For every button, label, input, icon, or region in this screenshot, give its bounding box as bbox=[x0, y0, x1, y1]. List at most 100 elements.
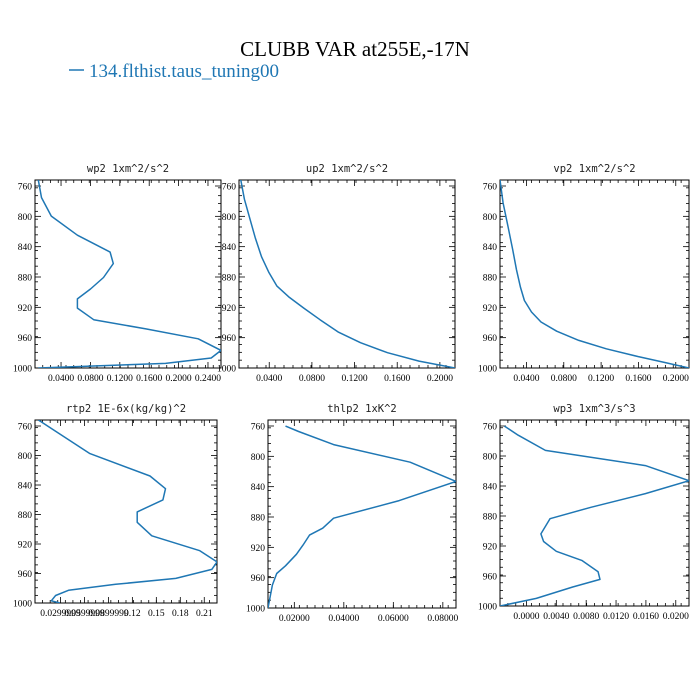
x-tick-label: 0.0000 bbox=[513, 612, 539, 622]
minor-ticks bbox=[35, 420, 217, 603]
y-tick-label: 960 bbox=[483, 573, 498, 583]
panel-5: thlp2 1xK^2 760 800 840 880 920 960 1000 0.02000… bbox=[246, 403, 459, 624]
y-tick-label: 760 bbox=[251, 423, 266, 433]
panel-2: up2 1xm^2/s^2 760 800 840 880 920 960 1000 0.040… bbox=[217, 163, 456, 384]
x-tick-label: 0.02000 bbox=[279, 614, 310, 624]
x-tick-label: 0.1600 bbox=[625, 374, 651, 384]
x-tick-label: 0.0800 bbox=[77, 374, 103, 384]
x-tick-label: 0.2400 bbox=[195, 374, 221, 384]
y-tick-label: 800 bbox=[483, 453, 498, 463]
x-tick-label: 0.0400 bbox=[256, 374, 282, 384]
x-tick-label: 0.04000 bbox=[328, 614, 359, 624]
y-tick-label: 840 bbox=[18, 243, 33, 253]
x-tick-label: 0.0160 bbox=[633, 612, 659, 622]
y-tick-label: 960 bbox=[251, 574, 266, 584]
x-tick-label: 0.0599999 bbox=[64, 609, 105, 619]
minor-ticks bbox=[35, 180, 221, 368]
x-tick-label: 0.12 bbox=[124, 609, 141, 619]
y-tick-label: 1000 bbox=[246, 605, 265, 615]
x-tick-label: 0.15 bbox=[148, 609, 165, 619]
plot-frame bbox=[499, 419, 690, 607]
series-line bbox=[37, 180, 221, 368]
series-line bbox=[500, 425, 689, 606]
figure-title: CLUBB VAR at255E,-17N bbox=[240, 37, 470, 61]
y-tick-label: 880 bbox=[483, 513, 498, 523]
x-tick-label: 0.0400 bbox=[513, 374, 539, 384]
y-tick-label: 760 bbox=[483, 183, 498, 193]
panel-title: vp2 1xm^2/s^2 bbox=[553, 163, 635, 175]
x-tick-label: 0.0200 bbox=[663, 612, 689, 622]
plot-frame bbox=[34, 179, 222, 369]
y-tick-label: 920 bbox=[18, 541, 33, 551]
y-tick-label: 920 bbox=[483, 543, 498, 553]
series-line bbox=[37, 420, 217, 603]
x-tick-label: 0.1600 bbox=[384, 374, 410, 384]
x-tick-label: 0.1200 bbox=[588, 374, 614, 384]
y-tick-label: 920 bbox=[18, 304, 33, 314]
y-tick-label: 1000 bbox=[478, 365, 497, 375]
y-tick-label: 920 bbox=[222, 304, 237, 314]
y-tick-label: 1000 bbox=[13, 365, 32, 375]
panel-3: vp2 1xm^2/s^2 760 800 840 880 920 960 1000 0.040… bbox=[478, 163, 690, 384]
x-tick-label: 0.1600 bbox=[136, 374, 162, 384]
y-tick-label: 920 bbox=[483, 304, 498, 314]
panel-1: wp2 1xm^2/s^2 760 800 840 880 920 960 1000 0.040… bbox=[13, 163, 222, 384]
x-tick-label: 0.0800 bbox=[551, 374, 577, 384]
y-tick-label: 880 bbox=[18, 511, 33, 521]
plot-frame bbox=[238, 179, 456, 369]
y-tick-label: 840 bbox=[251, 483, 266, 493]
panel-title: up2 1xm^2/s^2 bbox=[306, 163, 388, 175]
y-tick-label: 920 bbox=[251, 544, 266, 554]
x-tick-label: 0.0800 bbox=[299, 374, 325, 384]
panel-4: rtp2 1E-6x(kg/kg)^2 760 800 840 880 920 960 100… bbox=[13, 403, 218, 619]
panel-title: thlp2 1xK^2 bbox=[327, 403, 397, 415]
x-tick-label: 0.2000 bbox=[663, 374, 689, 384]
y-tick-label: 1000 bbox=[13, 600, 32, 610]
x-tick-label: 0.08000 bbox=[427, 614, 458, 624]
y-tick-label: 880 bbox=[483, 274, 498, 284]
x-tick-label: 0.0400 bbox=[48, 374, 74, 384]
y-tick-label: 800 bbox=[251, 453, 266, 463]
panel-title: rtp2 1E-6x(kg/kg)^2 bbox=[66, 403, 186, 415]
x-tick-label: 0.06000 bbox=[378, 614, 409, 624]
x-tick-label: 0.18 bbox=[172, 609, 189, 619]
x-tick-label: 0.2000 bbox=[166, 374, 192, 384]
panel-title: wp2 1xm^2/s^2 bbox=[87, 163, 169, 175]
y-tick-label: 840 bbox=[483, 243, 498, 253]
y-tick-label: 760 bbox=[222, 183, 237, 193]
y-tick-label: 840 bbox=[483, 483, 498, 493]
plot-frame bbox=[267, 419, 457, 609]
y-tick-label: 960 bbox=[483, 334, 498, 344]
panel-title: wp3 1xm^3/s^3 bbox=[553, 403, 635, 415]
y-tick-label: 1000 bbox=[478, 603, 497, 613]
x-tick-label: 0.21 bbox=[196, 609, 213, 619]
x-tick-label: 0.1200 bbox=[341, 374, 367, 384]
y-tick-label: 880 bbox=[222, 274, 237, 284]
y-tick-label: 960 bbox=[18, 570, 33, 580]
x-tick-label: 0.1200 bbox=[107, 374, 133, 384]
y-tick-label: 800 bbox=[18, 213, 33, 223]
series-line bbox=[268, 425, 456, 608]
y-tick-label: 840 bbox=[18, 482, 33, 492]
minor-ticks bbox=[500, 420, 689, 606]
y-tick-label: 960 bbox=[18, 334, 33, 344]
y-tick-label: 760 bbox=[18, 423, 33, 433]
minor-ticks bbox=[239, 180, 455, 368]
plot-frame bbox=[499, 179, 690, 369]
legend: 134.flthist.taus_tuning00 bbox=[69, 61, 279, 82]
panel-6: wp3 1xm^3/s^3 760 800 840 880 920 960 1000 0.000… bbox=[478, 403, 690, 622]
panel-grid: wp2 1xm^2/s^2 760 800 840 880 920 960 1000 0.040… bbox=[13, 163, 690, 624]
y-tick-label: 800 bbox=[483, 213, 498, 223]
x-tick-label: 0.0899999 bbox=[88, 609, 129, 619]
y-tick-label: 880 bbox=[18, 274, 33, 284]
series-line bbox=[500, 180, 689, 368]
minor-ticks bbox=[268, 420, 456, 608]
y-tick-label: 800 bbox=[18, 452, 33, 462]
x-tick-label: 0.0040 bbox=[543, 612, 569, 622]
series-line bbox=[240, 180, 455, 368]
minor-ticks bbox=[500, 180, 689, 368]
y-tick-label: 760 bbox=[18, 183, 33, 193]
legend-label: 134.flthist.taus_tuning00 bbox=[89, 61, 279, 82]
x-tick-label: 0.0120 bbox=[603, 612, 629, 622]
